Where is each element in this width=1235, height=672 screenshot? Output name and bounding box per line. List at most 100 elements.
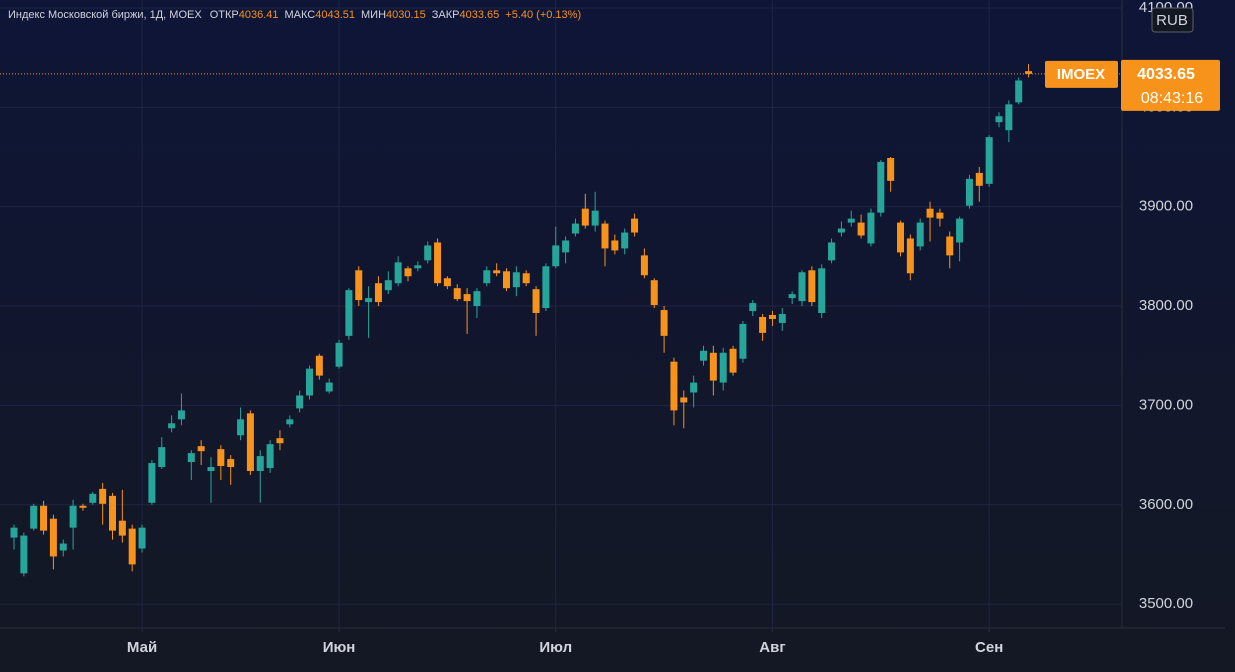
candle-body xyxy=(729,348,737,373)
candle-body xyxy=(128,528,136,565)
candle-body xyxy=(404,268,412,277)
candle-body xyxy=(601,223,609,249)
candle-body xyxy=(887,157,895,181)
candle-body xyxy=(670,361,678,411)
ohlc-label: ЗАКР xyxy=(432,9,460,21)
candle-body xyxy=(995,116,1003,123)
x-tick-label: Сен xyxy=(975,639,1003,656)
candle-body xyxy=(227,459,235,468)
candle-body xyxy=(936,212,944,219)
candle-body xyxy=(109,495,116,531)
candle-body xyxy=(168,423,176,429)
candle-body xyxy=(975,172,983,186)
candle-body xyxy=(877,161,885,213)
candle-body xyxy=(1005,104,1013,131)
y-tick-label: 3900.00 xyxy=(1139,198,1193,215)
candle-body xyxy=(532,289,540,314)
candle-body xyxy=(306,368,313,396)
candle-body xyxy=(828,242,836,261)
candle-body xyxy=(434,242,442,284)
candle-body xyxy=(424,245,432,261)
candle-body xyxy=(926,208,934,218)
ohlc-label: МАКС xyxy=(285,9,316,21)
candle-body xyxy=(296,395,304,409)
candle-body xyxy=(788,294,796,299)
candle-body xyxy=(512,272,520,288)
candle-body xyxy=(867,212,875,244)
candle-body xyxy=(246,413,254,471)
candle-body xyxy=(631,218,639,233)
candle-body xyxy=(562,240,570,253)
candle-body xyxy=(325,382,333,392)
candle-body xyxy=(690,382,698,393)
candle-body xyxy=(640,255,648,276)
x-tick-label: Июл xyxy=(539,639,572,656)
candle-body xyxy=(906,238,914,274)
candle-body xyxy=(522,273,530,284)
candle-body xyxy=(30,505,38,529)
x-tick-label: Июн xyxy=(323,639,356,656)
candle-body xyxy=(315,355,323,376)
candle-body xyxy=(739,323,747,359)
candle-body xyxy=(709,352,717,381)
ohlc-value: 4033.65 xyxy=(460,9,500,21)
candle-body xyxy=(148,463,156,503)
candle-body xyxy=(394,262,402,284)
candle-body xyxy=(542,266,550,309)
candle-body xyxy=(621,232,629,249)
candle-body xyxy=(837,228,845,233)
candle-body xyxy=(897,222,904,253)
candle-body xyxy=(680,397,688,403)
candle-body xyxy=(581,208,589,226)
candle-body xyxy=(443,278,451,287)
price-box xyxy=(1121,59,1220,111)
x-tick-label: Авг xyxy=(759,639,785,656)
candle-body xyxy=(453,288,461,300)
candle-body xyxy=(79,505,87,508)
candle-body xyxy=(365,298,373,303)
timer-label: 08:43:16 xyxy=(1141,90,1203,107)
currency-label: RUB xyxy=(1156,12,1188,29)
ohlc-label: ОТКР xyxy=(210,9,239,21)
currency-box xyxy=(1151,7,1194,33)
candle-body xyxy=(847,218,855,223)
candle-body xyxy=(749,303,757,312)
candle-body xyxy=(256,456,264,471)
candle-body xyxy=(384,280,392,291)
candle-body xyxy=(118,520,126,536)
candle-body xyxy=(818,268,826,314)
ohlc-label: МИН xyxy=(361,9,386,21)
candle-body xyxy=(916,222,924,247)
ohlc-value: 4030.15 xyxy=(386,9,426,21)
candle-body xyxy=(355,270,363,301)
candle-body xyxy=(69,505,77,528)
candles xyxy=(10,64,1033,577)
axes: 3500.003600.003700.003800.003900.004000.… xyxy=(127,0,1220,656)
candle-body xyxy=(158,447,166,468)
candle-body xyxy=(493,270,501,274)
candle-body xyxy=(187,453,195,463)
y-tick-label: 3500.00 xyxy=(1139,595,1193,612)
y-tick-label: 3700.00 xyxy=(1139,396,1193,413)
candle-body xyxy=(660,310,668,336)
candle-body xyxy=(345,290,353,336)
candle-body xyxy=(237,419,245,436)
title: Индекс Московской биржи, 1Д, MOEX xyxy=(8,9,202,21)
candle-body xyxy=(483,270,491,284)
y-tick-label: 3600.00 xyxy=(1139,496,1193,513)
candle-body xyxy=(1025,71,1033,74)
legend-header: Индекс Московской биржи, 1Д, MOEX ОТКР 403… xyxy=(8,9,581,21)
y-tick-label: 3800.00 xyxy=(1139,297,1193,314)
candle-body xyxy=(965,178,973,206)
ohlc-value: 4043.51 xyxy=(315,9,355,21)
candle-body xyxy=(552,245,560,267)
candle-body xyxy=(463,294,471,302)
candle-body xyxy=(808,270,816,303)
candle-body xyxy=(138,527,146,549)
candle-body xyxy=(700,350,707,361)
candle-body xyxy=(503,271,510,289)
candle-body xyxy=(985,137,993,184)
